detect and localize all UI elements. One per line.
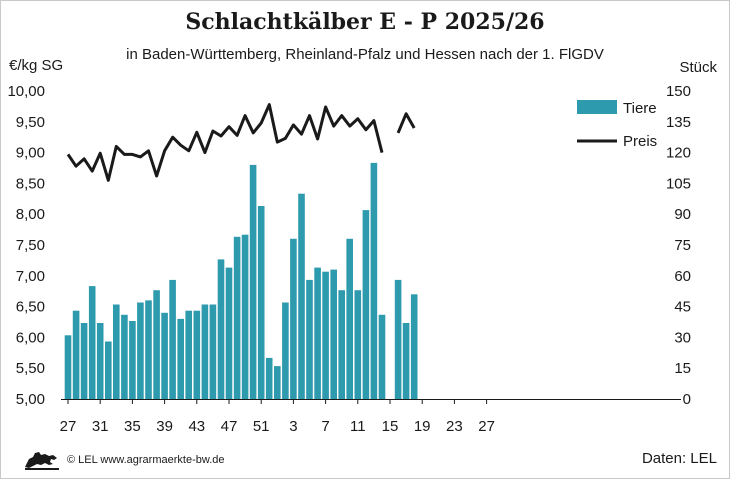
right-axis-tick-label: 15 — [674, 360, 691, 377]
left-axis-tick-label: 10,00 — [7, 83, 45, 100]
right-axis-tick-label: 105 — [666, 175, 691, 192]
bar-tiere — [161, 312, 168, 399]
bar-tiere — [265, 357, 273, 399]
right-axis-tick-label: 75 — [674, 237, 691, 254]
bar-tiere — [169, 279, 176, 399]
bar-tiere — [249, 164, 257, 399]
legend-swatch-tiere — [577, 100, 617, 114]
bar-tiere — [330, 269, 337, 399]
bar-tiere — [378, 314, 386, 399]
bar-tiere — [298, 193, 305, 399]
bar-tiere — [362, 210, 370, 399]
bar-tiere — [402, 323, 410, 399]
x-axis-tick-label: 27 — [478, 418, 495, 435]
bar-tiere — [129, 321, 136, 399]
x-axis-tick-label: 35 — [124, 418, 141, 435]
bar-tiere — [64, 335, 72, 399]
bar-tiere — [241, 234, 249, 399]
bar-tiere — [225, 267, 233, 399]
bar-tiere — [410, 294, 418, 399]
x-axis-tick-label: 19 — [414, 418, 431, 435]
series-line-preis — [66, 103, 416, 182]
right-axis-tick-label: 0 — [683, 391, 691, 408]
bar-tiere — [354, 290, 362, 399]
bar-tiere — [346, 238, 353, 399]
x-axis-tick-label: 23 — [446, 418, 463, 435]
bar-tiere — [185, 310, 192, 399]
bar-tiere — [177, 318, 184, 399]
right-axis-tick-label: 60 — [674, 268, 691, 285]
right-axis-tick-label: 120 — [666, 145, 691, 162]
left-axis-unit: €/kg SG — [9, 57, 64, 74]
legend-label-preis: Preis — [623, 133, 657, 150]
x-axis-tick-label: 51 — [253, 418, 270, 435]
x-axis-tick-label: 3 — [289, 418, 297, 435]
chart-title: Schlachtkälber E - P 2025/26 — [185, 9, 545, 35]
x-axis-tick-label: 39 — [156, 418, 173, 435]
left-axis-tick-label: 9,00 — [16, 145, 45, 162]
x-axis-tick-label: 27 — [60, 418, 77, 435]
bar-tiere — [394, 279, 402, 399]
left-axis-tick-label: 7,00 — [16, 268, 45, 285]
data-source: Daten: LEL — [641, 450, 717, 467]
lion-logo-icon — [25, 452, 59, 470]
chart-subtitle: in Baden-Württemberg, Rheinland-Pfalz un… — [126, 46, 604, 63]
right-axis-tick-label: 30 — [674, 329, 691, 346]
x-axis-tick-label: 11 — [350, 418, 366, 435]
legend-label-tiere: Tiere — [623, 100, 657, 117]
x-axis-tick-label: 31 — [92, 418, 109, 435]
bar-tiere — [314, 267, 321, 399]
bar-tiere — [233, 236, 241, 399]
x-axis-tick-label: 47 — [221, 418, 238, 435]
bar-tiere — [145, 300, 152, 399]
left-axis-tick-label: 7,50 — [16, 237, 45, 254]
right-axis-tick-label: 45 — [674, 299, 691, 316]
bar-tiere — [88, 286, 96, 399]
x-axis-tick-label: 43 — [188, 418, 205, 435]
bar-tiere — [193, 310, 201, 399]
bar-tiere — [306, 279, 313, 399]
bar-tiere — [209, 304, 217, 399]
bar-tiere — [105, 341, 112, 399]
right-axis-tick-label: 150 — [666, 83, 691, 100]
left-axis-tick-label: 6,00 — [16, 329, 45, 346]
left-axis-tick-label: 8,00 — [16, 206, 45, 223]
bar-tiere — [137, 302, 144, 399]
left-axis-tick-label: 9,50 — [16, 114, 45, 131]
right-axis-tick-label: 90 — [674, 206, 691, 223]
bar-tiere — [96, 323, 104, 399]
right-axis-tick-label: 135 — [666, 114, 691, 131]
bar-tiere — [274, 366, 281, 399]
left-axis-tick-label: 5,50 — [16, 360, 45, 377]
bar-tiere — [370, 162, 378, 399]
x-axis-tick-label: 15 — [382, 418, 399, 435]
bar-tiere — [338, 290, 345, 399]
x-axis-tick-label: 7 — [321, 418, 329, 435]
bar-tiere — [217, 259, 225, 399]
bar-tiere — [322, 271, 329, 399]
left-axis-tick-label: 8,50 — [16, 175, 45, 192]
bar-tiere — [121, 314, 128, 399]
bar-tiere — [282, 302, 289, 399]
bar-tiere — [72, 310, 80, 399]
copyright-text: © LEL www.agrarmaerkte-bw.de — [67, 454, 225, 466]
bar-tiere — [201, 304, 209, 399]
bar-tiere — [257, 206, 265, 399]
left-axis-tick-label: 6,50 — [16, 299, 45, 316]
right-axis-unit: Stück — [679, 59, 717, 76]
bar-tiere — [80, 323, 88, 399]
bar-tiere — [290, 238, 297, 399]
left-axis-tick-label: 5,00 — [16, 391, 45, 408]
bar-tiere — [113, 304, 120, 399]
footer-credit: © LEL www.agrarmaerkte-bw.de — [23, 449, 225, 471]
bar-tiere — [153, 290, 160, 399]
